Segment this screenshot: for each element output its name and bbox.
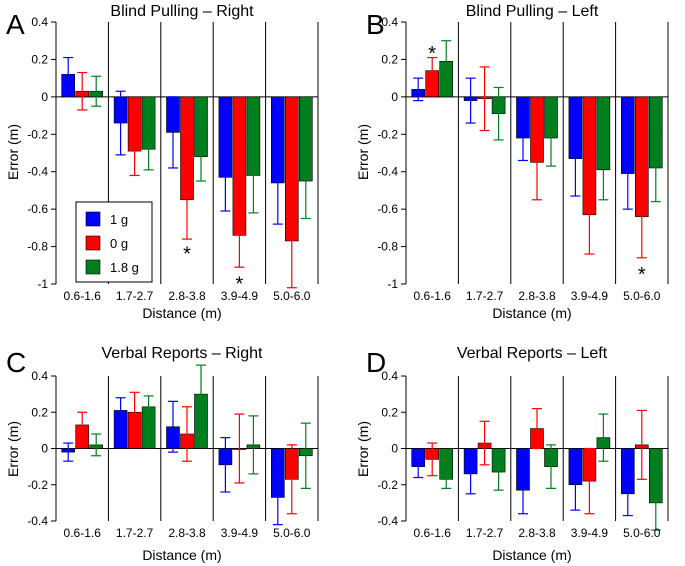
panel-letter-a: A — [6, 9, 25, 40]
panel-d-plot: 0.4 0.2 0 -0.2 -0.4 0.6-1.6 1.7-2.7 2.8-3.8 3.9-… — [377, 369, 669, 540]
panel-a-plot: 0.4 0.2 0 -0.2 -0.4 -0.6 -0.8 -1 0.6-1.6 1.7-2.7 2… — [27, 15, 319, 303]
y-tick-label: 0.4 — [31, 369, 48, 383]
significance-star: * — [236, 273, 244, 295]
panel-c-xlabel: Distance (m) — [142, 547, 221, 563]
x-tick-label: 2.8-3.8 — [518, 526, 556, 540]
y-tick-label: -0.4 — [377, 514, 398, 528]
legend-label: 1.8 g — [110, 260, 139, 275]
panel-letter-c: C — [6, 347, 26, 378]
panel-letter-b: B — [366, 9, 385, 40]
y-tick-label: -0.2 — [377, 478, 398, 492]
y-tick-label: 0.4 — [381, 369, 398, 383]
panel-c-title: Verbal Reports – Right — [102, 345, 264, 362]
y-tick-label: 0 — [41, 442, 48, 456]
significance-star: * — [638, 264, 646, 286]
y-tick-label: 0.2 — [381, 52, 398, 66]
y-tick-label: -0.4 — [377, 165, 398, 179]
panel-c: C Verbal Reports – Right Distance (m) Er… — [5, 345, 319, 563]
y-tick-label: -0.4 — [27, 514, 48, 528]
y-tick-label: 0 — [391, 442, 398, 456]
y-tick-label: -0.6 — [27, 202, 48, 216]
significance-star: * — [428, 43, 436, 65]
y-tick-label: -0.8 — [27, 240, 48, 254]
x-tick-label: 0.6-1.6 — [414, 289, 452, 303]
y-tick-label: -0.2 — [27, 127, 48, 141]
x-tick-label: 5.0-6.0 — [623, 289, 661, 303]
panel-a-ylabel: Error (m) — [5, 124, 21, 180]
panel-d-xlabel: Distance (m) — [492, 547, 571, 563]
legend-label: 1 g — [110, 212, 128, 227]
panel-b-title: Blind Pulling – Left — [466, 3, 599, 20]
x-tick-label: 3.9-4.9 — [571, 526, 609, 540]
panel-b-xlabel: Distance (m) — [492, 305, 571, 321]
x-tick-label: 3.9-4.9 — [571, 289, 609, 303]
x-tick-label: 0.6-1.6 — [414, 526, 452, 540]
panel-d-title: Verbal Reports – Left — [457, 345, 608, 362]
legend-swatch — [85, 259, 101, 275]
y-tick-label: 0 — [41, 90, 48, 104]
y-tick-label: -0.8 — [377, 240, 398, 254]
panel-b-plot: 0.4 0.2 0 -0.2 -0.4 -0.6 -0.8 -1 0.6-1.6 1.7-2.7 2… — [377, 15, 669, 303]
panel-d-ylabel: Error (m) — [355, 421, 371, 477]
y-tick-label: 0.2 — [31, 52, 48, 66]
panel-a-title: Blind Pulling – Right — [110, 3, 254, 20]
panel-c-plot: 0.4 0.2 0 -0.2 -0.4 0.6-1.6 1.7-2.7 2.8-3.8 3.9-… — [27, 364, 319, 540]
y-tick-label: -0.2 — [377, 127, 398, 141]
y-tick-label: 0 — [391, 90, 398, 104]
y-tick-label: -0.6 — [377, 202, 398, 216]
y-tick-label: -1 — [37, 277, 48, 291]
y-tick-label: -1 — [387, 277, 398, 291]
y-tick-label: -0.2 — [27, 478, 48, 492]
x-tick-label: 1.7-2.7 — [116, 526, 154, 540]
y-tick-label: 0.4 — [31, 15, 48, 29]
x-tick-label: 5.0-6.0 — [273, 526, 311, 540]
x-tick-label: 1.7-2.7 — [116, 289, 154, 303]
x-tick-label: 3.9-4.9 — [221, 289, 259, 303]
panel-b-ylabel: Error (m) — [355, 124, 371, 180]
legend-swatch — [85, 211, 101, 227]
x-tick-label: 2.8-3.8 — [168, 526, 206, 540]
legend-swatch — [85, 235, 101, 251]
x-tick-label: 1.7-2.7 — [466, 526, 504, 540]
panel-a: A Blind Pulling – Right Distance (m) Err… — [5, 3, 319, 321]
panel-d: D Verbal Reports – Left Distance (m) Err… — [355, 345, 669, 563]
x-tick-label: 2.8-3.8 — [518, 289, 556, 303]
y-tick-label: -0.4 — [27, 165, 48, 179]
x-tick-label: 5.0-6.0 — [273, 289, 311, 303]
x-tick-label: 5.0-6.0 — [623, 526, 661, 540]
panel-a-xlabel: Distance (m) — [142, 305, 221, 321]
y-tick-label: 0.2 — [381, 405, 398, 419]
x-tick-label: 0.6-1.6 — [64, 289, 102, 303]
y-tick-label: 0.2 — [31, 405, 48, 419]
legend-label: 0 g — [110, 236, 128, 251]
panel-c-ylabel: Error (m) — [5, 421, 21, 477]
x-tick-label: 2.8-3.8 — [168, 289, 206, 303]
x-tick-label: 1.7-2.7 — [466, 289, 504, 303]
y-tick-label: 0.4 — [381, 15, 398, 29]
x-tick-label: 0.6-1.6 — [64, 526, 102, 540]
panel-b: B Blind Pulling – Left Distance (m) Erro… — [355, 3, 669, 321]
panel-letter-d: D — [366, 347, 386, 378]
x-tick-label: 3.9-4.9 — [221, 526, 259, 540]
significance-star: * — [183, 243, 191, 265]
